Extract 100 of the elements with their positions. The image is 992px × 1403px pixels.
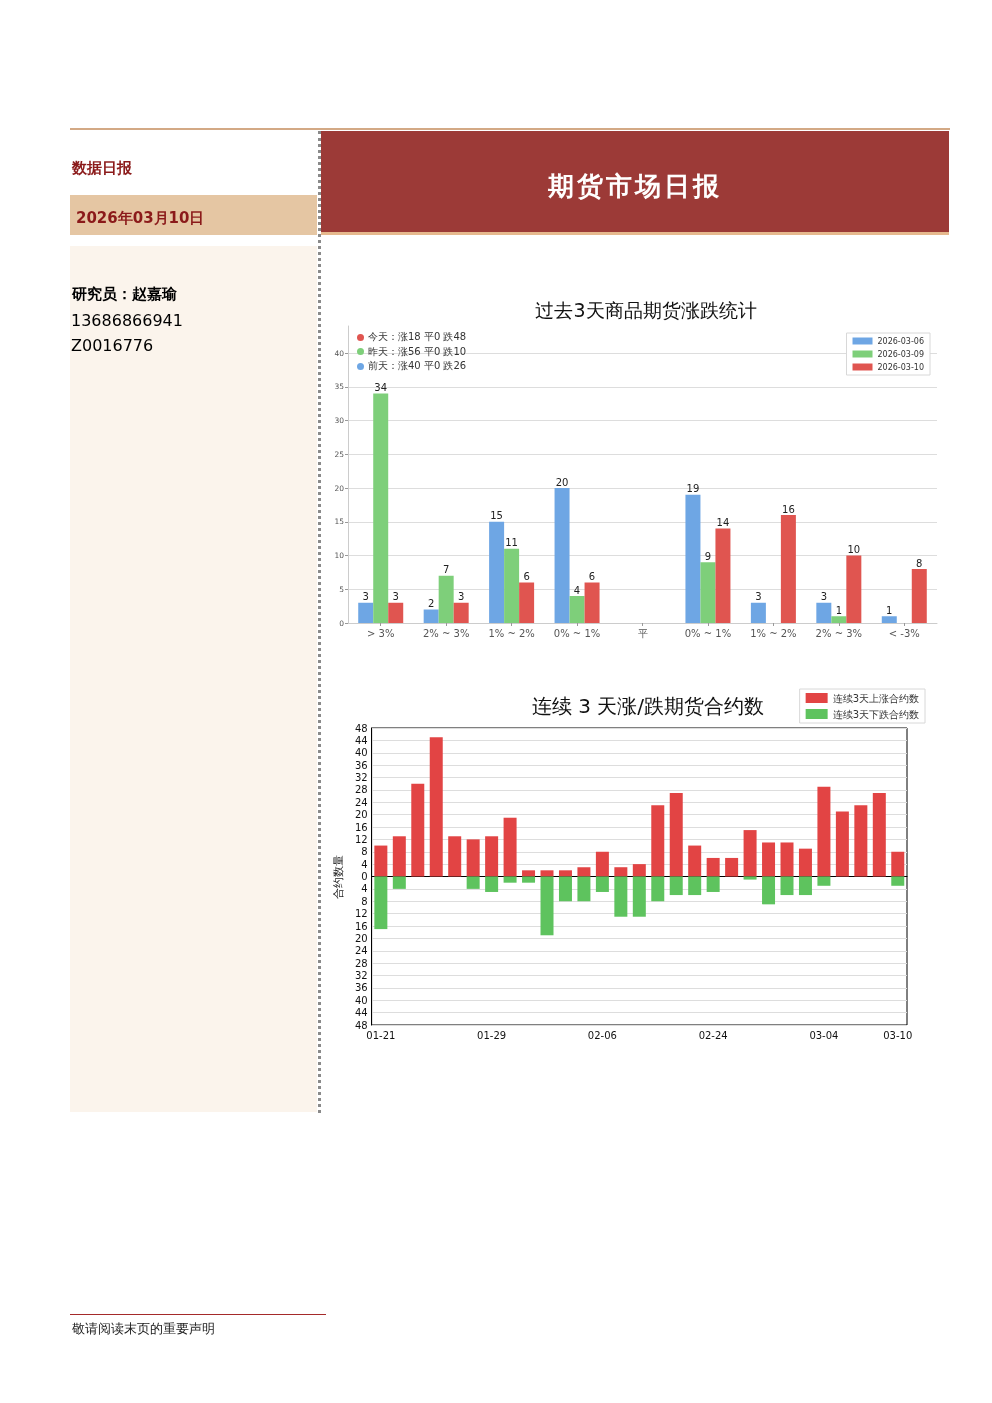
y-tick-label: 12 [354,833,368,845]
bar [485,836,499,877]
bar [706,857,720,877]
bar [466,839,480,877]
data-label: 10 [847,544,861,555]
bar [453,602,469,623]
data-label: 6 [588,571,596,582]
bar [725,857,739,877]
text: 13686866941 [71,311,183,331]
bar [577,876,591,902]
x-tick-label: 平 [637,627,648,639]
bar [911,569,927,623]
text: 2026年03月10日 [76,208,205,228]
bar [522,870,536,877]
x-tick-label: 03-10 [883,1029,913,1041]
y-tick-label: 24 [354,796,368,808]
y-tick-label: 28 [354,784,368,796]
x-tick-label: 0% ~ 1% [684,627,732,639]
y-tick-label: 4 [361,883,368,895]
data-label: 9 [704,550,712,562]
bar [669,876,683,896]
bar [632,864,646,877]
x-tick-label: 0% ~ 1% [553,627,601,639]
x-tick-label: 02-24 [698,1029,728,1041]
y-tick-label: 44 [354,734,368,746]
data-label: 4 [573,584,581,596]
data-label: 20 [555,476,569,488]
bar [558,870,572,877]
y-axis-title: 合约数量 [332,854,345,899]
text: Z0016776 [71,336,154,356]
bar [700,562,716,623]
legend-label: 连续3天上涨合约数 [832,692,920,704]
y-tick-label: 44 [354,1007,368,1019]
y-tick-label: 4 [361,858,368,870]
bar [798,848,812,877]
bar [448,836,462,877]
x-tick-label: 02-06 [587,1029,617,1041]
bar [750,602,766,623]
bar [685,494,701,623]
data-label: 3 [362,591,369,603]
y-tick-label: 32 [354,772,368,783]
y-tick-label: 12 [354,908,368,920]
text: 敬请阅读末页的重要声明 [72,1320,215,1338]
data-label: 14 [716,517,730,528]
data-label: 3 [392,591,399,603]
y-tick-label: 32 [354,970,368,981]
bar [485,876,499,892]
data-label: 19 [686,483,700,495]
bar [780,515,796,623]
bar [554,488,570,623]
bar [651,876,665,902]
data-label: 8 [916,557,923,569]
data-label: 15 [490,510,503,522]
data-label: 11 [505,537,518,549]
text: 数据日报 [72,158,132,178]
legend-label: 连续3天下跌合约数 [832,708,920,720]
bar [817,786,831,877]
bar [503,876,517,883]
data-label: 6 [523,571,530,582]
y-tick-label: 40 [354,994,368,1006]
bar [374,845,388,877]
bar [595,851,609,877]
header-banner: 期货市场日报 [321,131,949,235]
x-tick-label: 03-04 [809,1029,839,1041]
bar [466,876,480,889]
y-tick-label: 0 [361,871,368,882]
y-tick-label: 8 [361,846,368,858]
bar [688,876,702,896]
bar [392,876,406,889]
bar [614,867,628,877]
bar [569,596,585,623]
bar [540,876,554,936]
legend-label: 2026-03-10 [877,362,925,372]
x-tick-label: < -3% [888,627,920,639]
data-label: 3 [755,591,762,603]
bar [429,737,443,877]
bar [780,842,794,877]
bar [358,602,374,623]
legend-label: 2026-03-09 [877,349,925,359]
x-tick-label: > 3% [367,627,395,639]
bar [373,393,389,623]
bar [743,830,757,877]
y-tick-label: 40 [354,747,368,759]
data-label: 2 [427,598,435,609]
x-tick-label: 1% ~ 2% [750,627,797,639]
y-tick-label: 24 [354,945,368,957]
bar [577,867,591,877]
y-tick-label: 48 [354,722,368,734]
bar [715,528,731,623]
x-tick-label: 01-29 [477,1029,507,1041]
chart-title: 连续 3 天涨/跌期货合约数 [531,694,765,718]
bar [846,555,862,623]
data-label: 7 [442,564,450,576]
x-tick-label: 1% ~ 2% [488,627,535,639]
bar [762,876,776,905]
bar [388,602,404,623]
bar [743,876,757,880]
bar [798,876,812,896]
chart-title: 过去3天商品期货涨跌统计 [535,298,757,321]
annotation: 今天：涨18 平0 跌48 [368,331,467,343]
